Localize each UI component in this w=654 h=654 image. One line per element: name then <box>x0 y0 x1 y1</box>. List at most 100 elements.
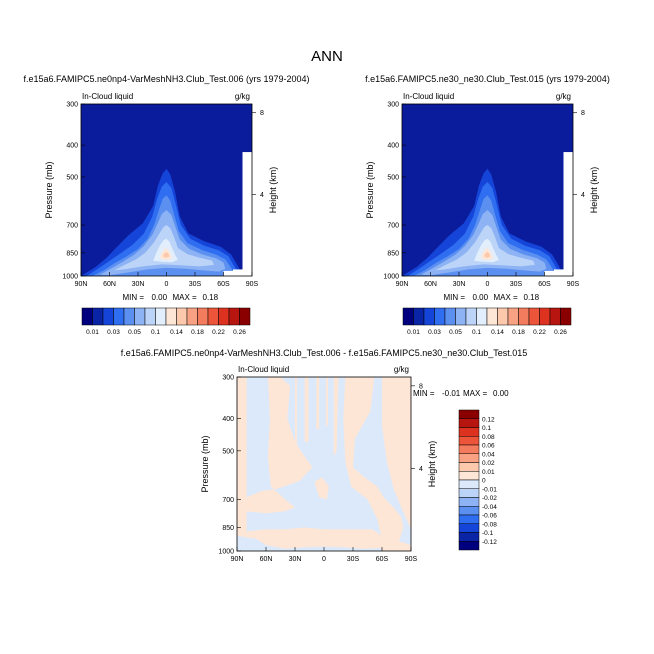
x-tick-label: 0 <box>486 281 490 288</box>
y-tick-label: 700 <box>66 223 78 230</box>
colorbar-box <box>458 488 480 498</box>
y-tick-label: 400 <box>387 143 399 150</box>
colorbar-box <box>458 436 480 446</box>
colorbar-box <box>539 307 551 326</box>
colorbar-box <box>186 307 198 326</box>
colorbar-box <box>458 453 480 463</box>
colorbar-box <box>123 307 135 326</box>
colorbar-label: -0.06 <box>482 513 497 520</box>
colorbar-box <box>413 307 425 326</box>
x-tick-label: 60S <box>376 556 389 563</box>
colorbar-box <box>113 307 125 326</box>
x-tick-label: 30N <box>132 281 145 288</box>
units-label: g/kg <box>235 92 250 101</box>
height-tick-label: 8 <box>419 383 423 390</box>
colorbar-box <box>560 307 572 326</box>
panel-model-a: f.e15a6.FAMIPC5.ne0np4-VarMeshNH3.Club_T… <box>24 74 310 336</box>
colorbar-box <box>465 307 477 326</box>
colorbar-box <box>458 506 480 516</box>
min-label: MIN = <box>444 293 466 302</box>
y-axis-label: Pressure (mb) <box>200 435 210 492</box>
colorbar-box <box>144 307 156 326</box>
colorbar-label: -0.1 <box>482 530 494 537</box>
positive-region-4 <box>316 377 320 429</box>
x-tick-label: 60N <box>260 556 273 563</box>
colorbar-box <box>207 307 219 326</box>
y-tick-label: 500 <box>66 174 78 181</box>
x-tick-label: 60N <box>424 281 437 288</box>
colorbar-label: 0.08 <box>482 434 495 441</box>
x-tick-label: 30S <box>347 556 360 563</box>
colorbar-box <box>458 418 480 428</box>
positive-region-8 <box>382 377 411 530</box>
colorbar-label: -0.02 <box>482 495 497 502</box>
height-tick-label: 4 <box>419 466 423 473</box>
ground-mask-3 <box>563 152 573 276</box>
colorbar-label: 0.18 <box>512 329 525 336</box>
x-tick-label: 0 <box>165 281 169 288</box>
colorbar-box <box>218 307 230 326</box>
page-title: ANN <box>311 48 343 65</box>
colorbar-label: 0.26 <box>554 329 567 336</box>
colorbar-box <box>476 307 488 326</box>
colorbar-label: 0.01 <box>482 469 495 476</box>
panel-title: f.e15a6.FAMIPC5.ne0np4-VarMeshNH3.Club_T… <box>121 348 528 358</box>
panel-title: f.e15a6.FAMIPC5.ne0np4-VarMeshNH3.Club_T… <box>24 74 310 84</box>
y-tick-label: 300 <box>222 375 234 382</box>
units-label: g/kg <box>556 92 571 101</box>
colorbar-box <box>549 307 561 326</box>
colorbar-label: 0.01 <box>407 329 420 336</box>
height-axis-label: Height (km) <box>427 441 437 488</box>
contour-fill-7 <box>483 252 491 258</box>
colorbar-label: 0.06 <box>482 443 495 450</box>
x-tick-label: 90S <box>567 281 580 288</box>
positive-region-7 <box>343 377 404 546</box>
colorbar-label: 0.18 <box>191 329 204 336</box>
x-tick-label: 90N <box>75 281 88 288</box>
y-tick-label: 700 <box>387 223 399 230</box>
colorbar-label: 0.05 <box>128 329 141 336</box>
colorbar-box <box>458 497 480 507</box>
colorbar-box <box>423 307 435 326</box>
y-tick-label: 850 <box>66 250 78 257</box>
max-value: 0.18 <box>524 293 540 302</box>
colorbar-label: -0.12 <box>482 539 497 546</box>
y-tick-label: 300 <box>66 102 78 109</box>
negative-region-0 <box>237 535 382 551</box>
colorbar-label: 0 <box>482 478 486 485</box>
colorbar-box <box>197 307 209 326</box>
colorbar-label: 0.03 <box>107 329 120 336</box>
x-tick-label: 30N <box>453 281 466 288</box>
colorbar-box <box>402 307 414 326</box>
colorbar-box <box>486 307 498 326</box>
x-tick-label: 60S <box>217 281 230 288</box>
variable-label: In-Cloud liquid <box>403 92 454 101</box>
ground-mask-0 <box>223 270 233 276</box>
colorbar-box <box>155 307 167 326</box>
x-tick-label: 60N <box>103 281 116 288</box>
colorbar-label: -0.08 <box>482 521 497 528</box>
units-label: g/kg <box>394 365 409 374</box>
height-axis-label: Height (km) <box>589 167 599 214</box>
colorbar-box <box>458 427 480 437</box>
positive-region-0 <box>237 377 247 551</box>
y-tick-label: 500 <box>222 448 234 455</box>
colorbar-label: -0.01 <box>482 486 497 493</box>
colorbar-box <box>165 307 177 326</box>
plot-field <box>402 104 573 276</box>
colorbar-box <box>458 444 480 454</box>
colorbar-box <box>507 307 519 326</box>
height-tick-label: 8 <box>260 110 264 117</box>
x-tick-label: 60S <box>538 281 551 288</box>
x-tick-label: 90S <box>405 556 418 563</box>
panel-title: f.e15a6.FAMIPC5.ne30_ne30.Club_Test.015 … <box>365 74 610 84</box>
max-value: 0.00 <box>493 389 509 398</box>
y-tick-label: 1000 <box>62 274 78 281</box>
y-tick-label: 850 <box>222 525 234 532</box>
colorbar-box <box>458 462 480 472</box>
colorbar-box <box>458 471 480 481</box>
colorbar-label: 0.22 <box>533 329 546 336</box>
min-label: MIN = <box>413 389 435 398</box>
colorbar-label: 0.04 <box>482 451 495 458</box>
y-axis-label: Pressure (mb) <box>365 161 375 218</box>
